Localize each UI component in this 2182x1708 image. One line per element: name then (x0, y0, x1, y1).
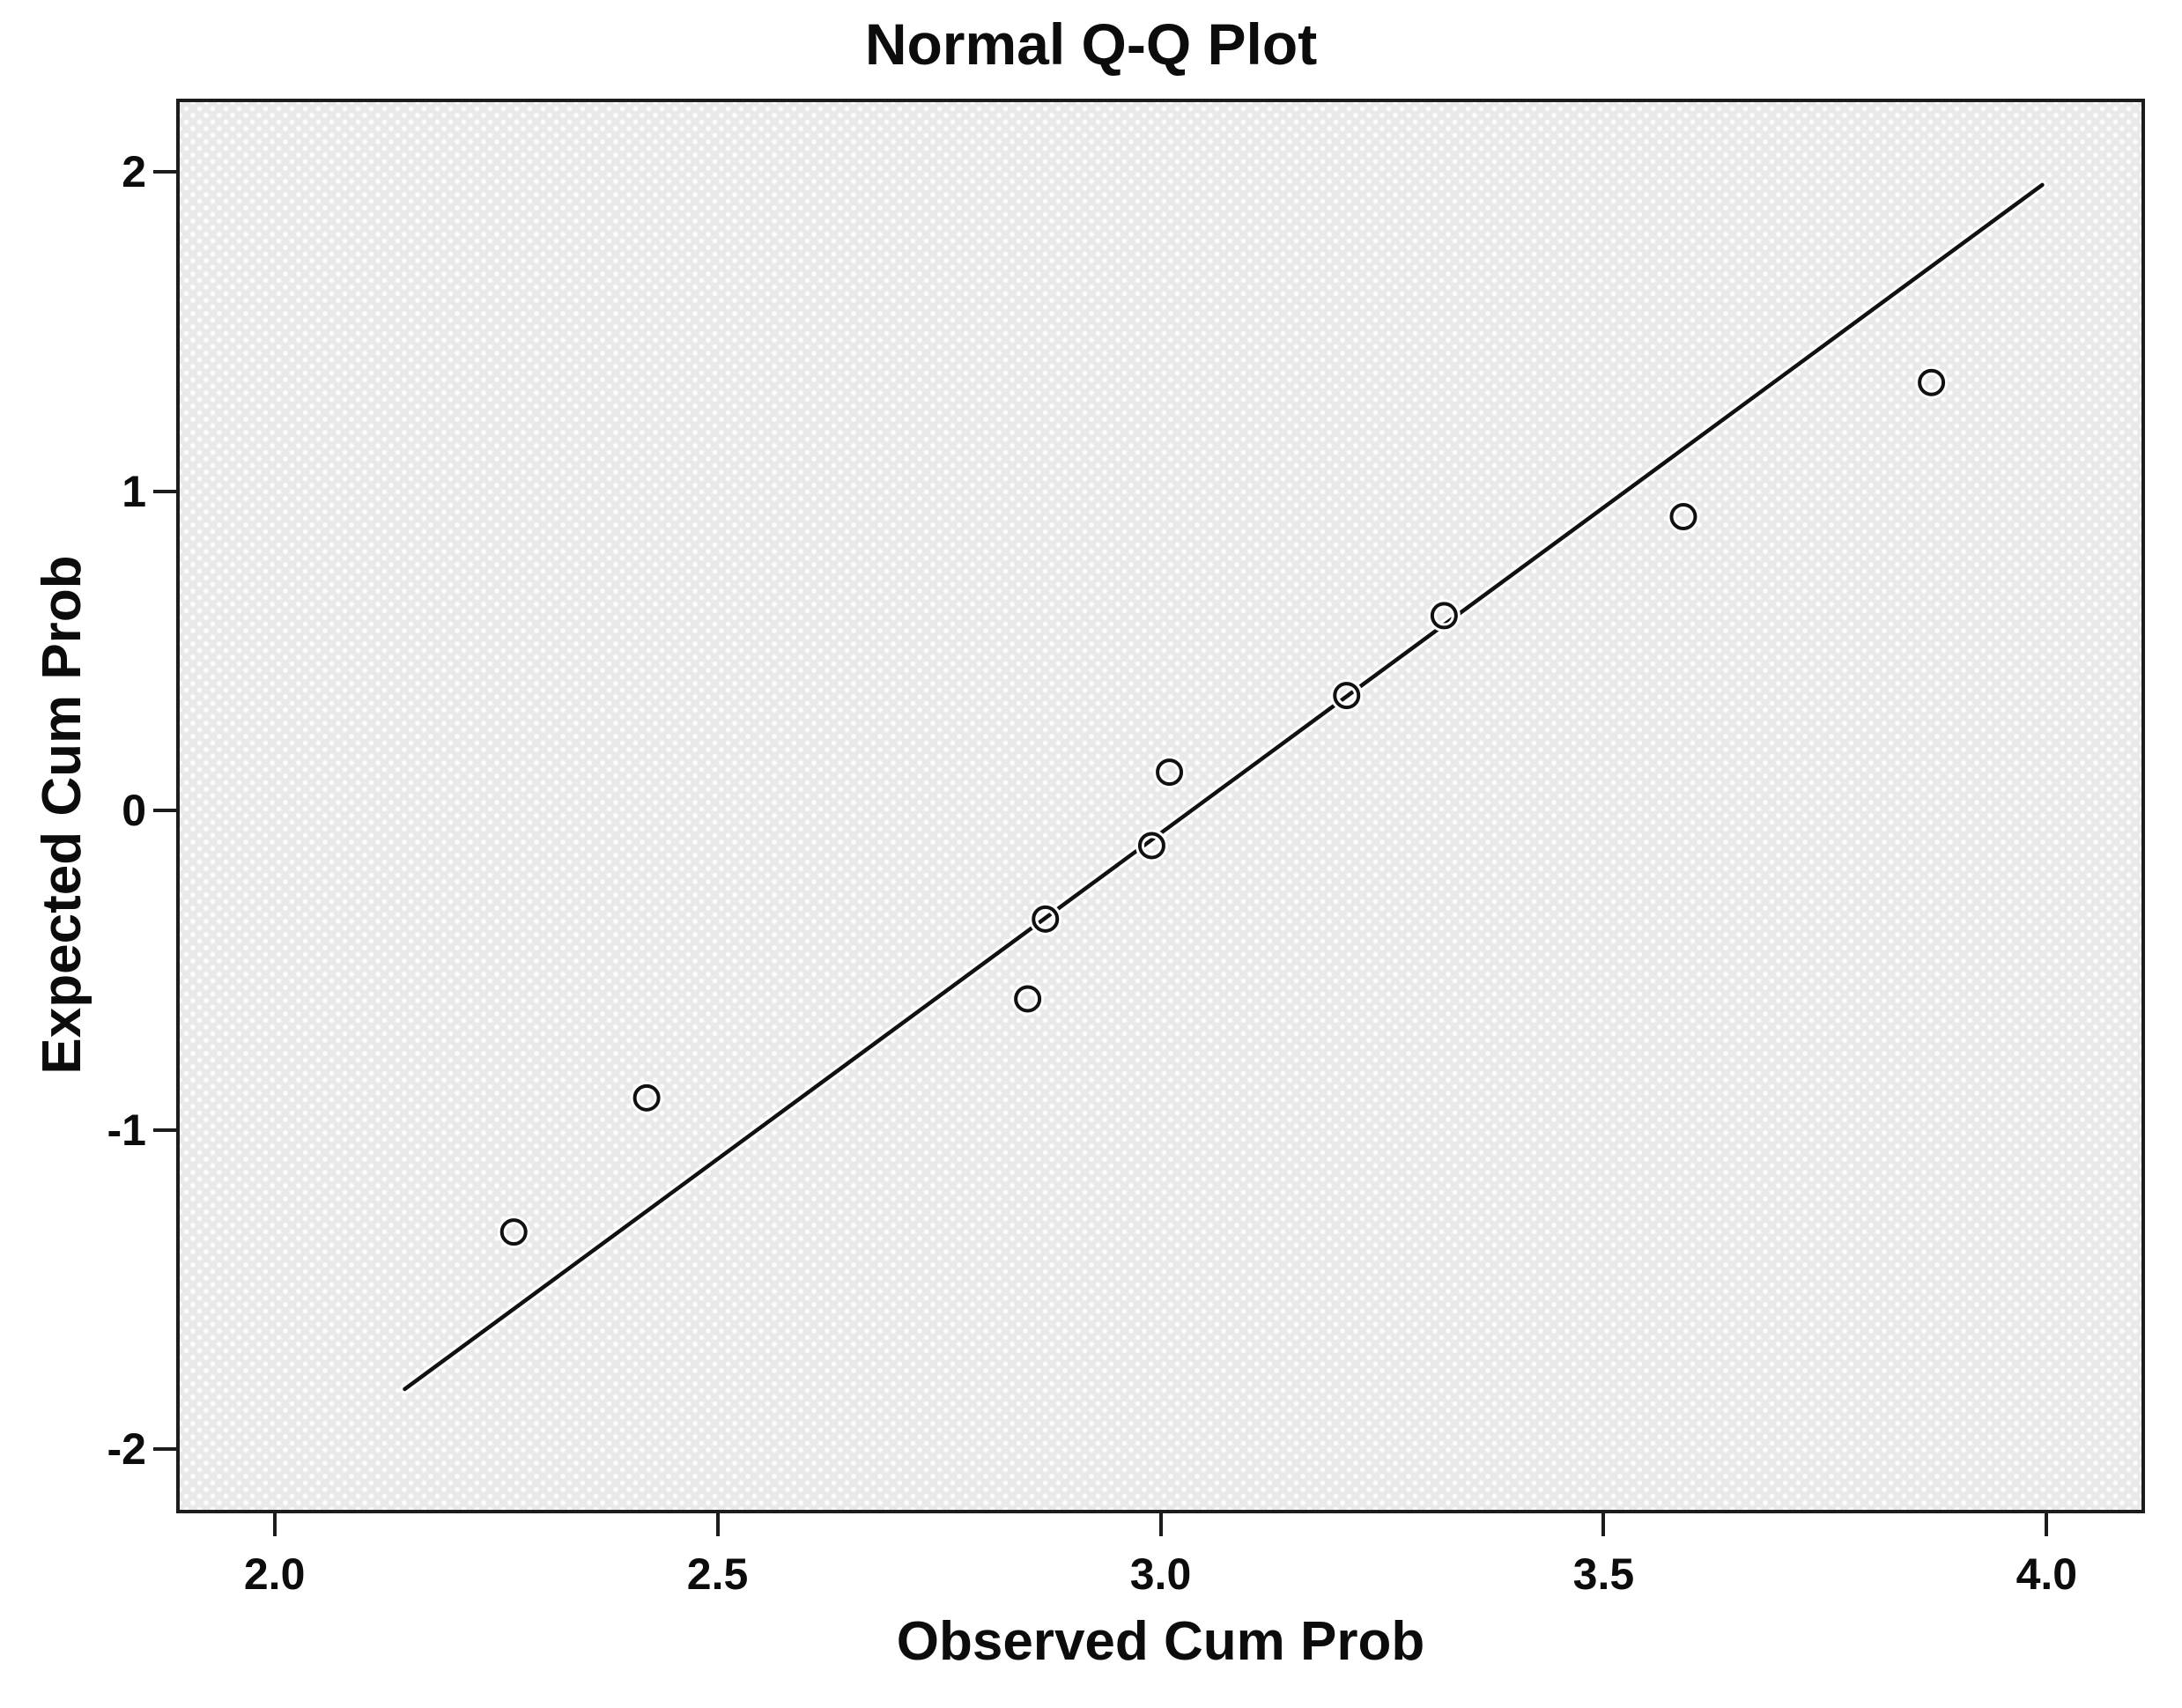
data-point-marker (1430, 602, 1458, 630)
y-tick-mark (153, 1447, 176, 1452)
x-tick-label: 3.0 (1129, 1549, 1192, 1599)
data-point-marker (1918, 368, 1946, 396)
data-point-marker (1137, 832, 1165, 860)
y-tick-mark (153, 170, 176, 174)
data-point-marker (1014, 985, 1042, 1013)
y-tick-label: 1 (122, 466, 146, 516)
plot-area (176, 99, 2145, 1513)
data-point-marker (632, 1083, 661, 1112)
data-point-marker (1669, 503, 1698, 531)
x-tick-mark (1158, 1513, 1163, 1536)
chart-title: Normal Q-Q Plot (864, 11, 1318, 77)
y-tick-mark (153, 809, 176, 813)
x-tick-mark (2045, 1513, 2049, 1536)
x-tick-mark (272, 1513, 277, 1536)
x-tick-mark (715, 1513, 720, 1536)
x-tick-label: 4.0 (2016, 1549, 2078, 1599)
y-tick-label: 0 (122, 786, 146, 836)
x-tick-mark (1601, 1513, 1606, 1536)
data-point-marker (1333, 682, 1361, 710)
qq-plot-canvas (399, 180, 2047, 1394)
data-point-marker (1032, 905, 1060, 933)
x-tick-label: 2.0 (243, 1549, 306, 1599)
x-tick-label: 2.5 (686, 1549, 749, 1599)
y-tick-label: 2 (122, 147, 146, 197)
x-tick-label: 3.5 (1572, 1549, 1635, 1599)
data-point-marker (1156, 758, 1184, 787)
y-tick-label: -1 (107, 1105, 146, 1155)
fit-line (403, 182, 2045, 1392)
y-tick-mark (153, 1128, 176, 1132)
y-tick-mark (153, 489, 176, 493)
data-point-marker (499, 1218, 528, 1246)
x-axis-label: Observed Cum Prob (896, 1611, 1425, 1672)
y-axis-label: Expected Cum Prob (32, 555, 92, 1075)
y-tick-label: -2 (107, 1424, 146, 1475)
